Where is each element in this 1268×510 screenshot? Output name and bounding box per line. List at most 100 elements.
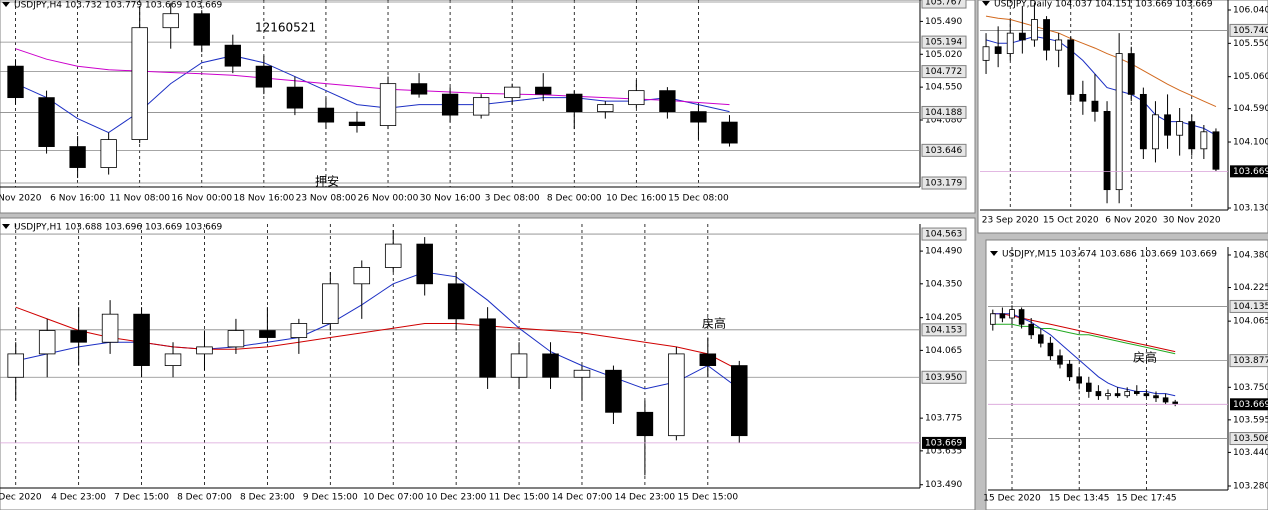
- y-tick-label: 105.550: [1233, 39, 1268, 49]
- level-box: [921, 323, 967, 337]
- candle-body: [164, 353, 182, 366]
- y-tick-label: 103.750: [1233, 383, 1268, 393]
- candle-body: [1028, 323, 1035, 336]
- y-tick-label: 104.350: [925, 279, 962, 289]
- candle-body: [1009, 309, 1015, 319]
- level-box: [921, 143, 967, 157]
- candle-body: [1057, 355, 1063, 365]
- candle-body: [1055, 39, 1063, 51]
- candle-body: [1212, 131, 1220, 170]
- annotation: 押安: [315, 174, 339, 189]
- candle-body: [100, 139, 117, 168]
- candle-body: [353, 267, 371, 285]
- x-tick-label: 8 Dec 23:00: [240, 493, 295, 503]
- candle-body: [38, 97, 55, 147]
- y-tick-label: 105.020: [925, 50, 962, 60]
- level-box: [921, 105, 967, 119]
- candle-body: [290, 323, 308, 338]
- candle-body: [504, 86, 521, 99]
- candle-body: [1152, 114, 1159, 150]
- x-tick-label: 14 Dec 23:00: [615, 493, 676, 503]
- panel-m15: [985, 239, 1268, 510]
- header-arrow: [982, 1, 990, 6]
- candle-body: [196, 346, 213, 355]
- candle-body: [1066, 363, 1073, 378]
- candle-body: [224, 44, 241, 67]
- candle-body: [1038, 334, 1044, 344]
- moving-average: [985, 15, 1217, 108]
- level-box: [921, 35, 967, 49]
- x-tick-label: 15 Oct 2020: [1043, 216, 1099, 226]
- current-price-label: 103.669: [925, 438, 962, 448]
- header-arrow: [2, 224, 10, 229]
- level-box: [921, 370, 967, 384]
- level-label: 105.740: [1233, 26, 1268, 36]
- candle-body: [133, 313, 150, 366]
- x-tick-label: 15 Dec 08:00: [668, 194, 729, 204]
- candle-body: [721, 121, 738, 144]
- candle-body: [1018, 32, 1026, 41]
- current-price-box: [1230, 165, 1268, 178]
- level-label: 103.877: [1233, 356, 1268, 366]
- candle-body: [1153, 395, 1159, 399]
- candle-body: [1134, 391, 1140, 394]
- candle-body: [699, 353, 717, 366]
- candle-body: [447, 283, 465, 320]
- y-tick-label: 104.080: [925, 116, 962, 126]
- chart-header: USDJPY,M15 103.674 103.686 103.669 103.6…: [1002, 250, 1217, 260]
- candle-body: [573, 369, 591, 378]
- candle-body: [566, 93, 583, 113]
- candle-body: [255, 65, 273, 88]
- candle-body: [1091, 100, 1099, 112]
- candle-body: [7, 65, 24, 99]
- x-tick-label: 9 Dec 15:00: [303, 493, 358, 503]
- annotation: 戻高: [1133, 350, 1157, 365]
- candle-body: [416, 243, 433, 285]
- x-tick-label: 10 Dec 07:00: [363, 493, 424, 503]
- moving-average: [992, 323, 1176, 355]
- candle-body: [322, 283, 339, 324]
- candle-body: [1188, 121, 1196, 150]
- y-tick-label: 104.490: [925, 247, 962, 257]
- candle-body: [1047, 342, 1054, 357]
- level-label: 103.646: [925, 146, 962, 156]
- level-box: [1229, 432, 1268, 446]
- x-tick-label: 6 Nov 16:00: [50, 194, 105, 204]
- candle-body: [999, 313, 1006, 319]
- y-tick-label: 104.100: [1233, 138, 1268, 148]
- y-tick-label: 104.590: [1233, 104, 1268, 114]
- annotation: 12160521: [255, 21, 316, 35]
- candle-body: [535, 86, 552, 95]
- candle-body: [1200, 131, 1208, 150]
- candle-body: [1079, 93, 1087, 102]
- y-tick-label: 103.280: [1233, 482, 1268, 492]
- x-tick-label: 10 Dec 23:00: [426, 493, 487, 503]
- candle-body: [1095, 391, 1102, 397]
- candle-body: [1067, 39, 1075, 95]
- x-tick-label: 30 Nov 2020: [1163, 216, 1221, 226]
- level-box: [1229, 354, 1268, 368]
- candle-body: [131, 27, 148, 140]
- candle-body: [1139, 93, 1147, 150]
- candle-body: [1114, 393, 1121, 397]
- level-box: [921, 176, 967, 190]
- candle-body: [384, 243, 402, 268]
- candle-body: [510, 353, 528, 378]
- candle-body: [1172, 401, 1179, 405]
- level-label: 104.153: [925, 325, 962, 335]
- x-tick-label: 26 Nov 00:00: [358, 194, 419, 204]
- level-box: [921, 65, 967, 79]
- candle-body: [101, 313, 119, 343]
- candle-body: [668, 353, 685, 437]
- candle-body: [410, 83, 428, 95]
- header-arrow: [990, 251, 998, 256]
- candle-body: [1143, 393, 1150, 397]
- y-tick-label: 103.440: [1233, 448, 1268, 458]
- x-tick-label: 23 Sep 2020: [982, 216, 1039, 226]
- x-tick-label: 4 Dec 23:00: [51, 493, 106, 503]
- level-label: 104.135: [1233, 302, 1268, 312]
- candle-body: [1162, 397, 1169, 403]
- candle-body: [69, 146, 86, 168]
